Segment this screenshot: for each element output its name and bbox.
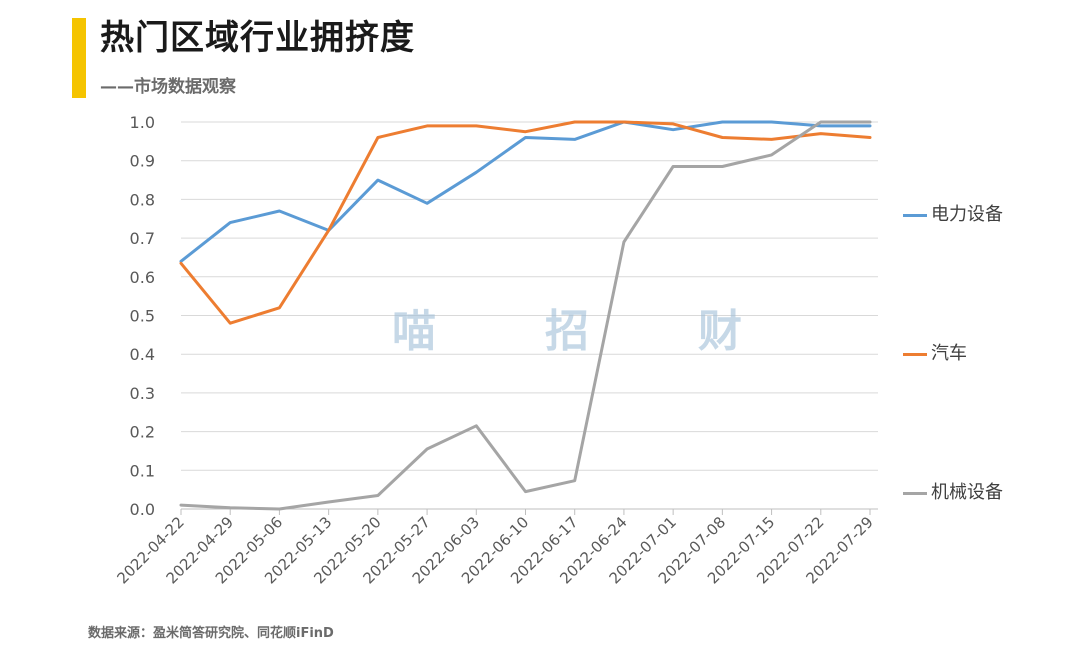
y-tick-label: 1.0 [130,113,155,132]
series-line [179,120,872,325]
series-line [179,120,872,511]
y-tick-label: 0.5 [130,307,155,326]
watermark: 喵 招 财 [392,306,742,359]
page-title: 热门区域行业拥挤度 [100,18,415,58]
legend-swatch [903,213,927,217]
y-tick-label: 0.2 [130,423,155,442]
y-tick-label: 0.9 [130,152,155,171]
y-tick-label: 0.6 [130,268,155,287]
series-line [179,120,872,263]
y-tick-label: 0.1 [130,461,155,480]
legend-swatch [903,491,927,495]
legend-item-auto: 汽车 [903,342,967,366]
legend-label: 汽车 [931,343,967,364]
y-tick-label: 0.4 [130,345,155,364]
page-subtitle: ——市场数据观察 [100,77,236,97]
legend-item-power-equipment: 电力设备 [903,203,1003,227]
watermark-char: 招 [545,306,589,357]
y-tick-label: 0.7 [130,229,155,248]
data-source-note: 数据来源：盈米简答研究院、同花顺iFinD [88,626,334,641]
title-accent-bar [72,18,86,98]
legend-swatch [903,352,927,356]
legend-label: 机械设备 [931,482,1003,503]
y-tick-label: 0.0 [130,500,155,519]
legend-item-machinery: 机械设备 [903,481,1003,505]
legend-label: 电力设备 [931,204,1003,225]
watermark-char: 喵 [392,306,436,357]
watermark-char: 财 [698,306,742,357]
y-tick-label: 0.3 [130,384,155,403]
y-tick-label: 0.8 [130,190,155,209]
